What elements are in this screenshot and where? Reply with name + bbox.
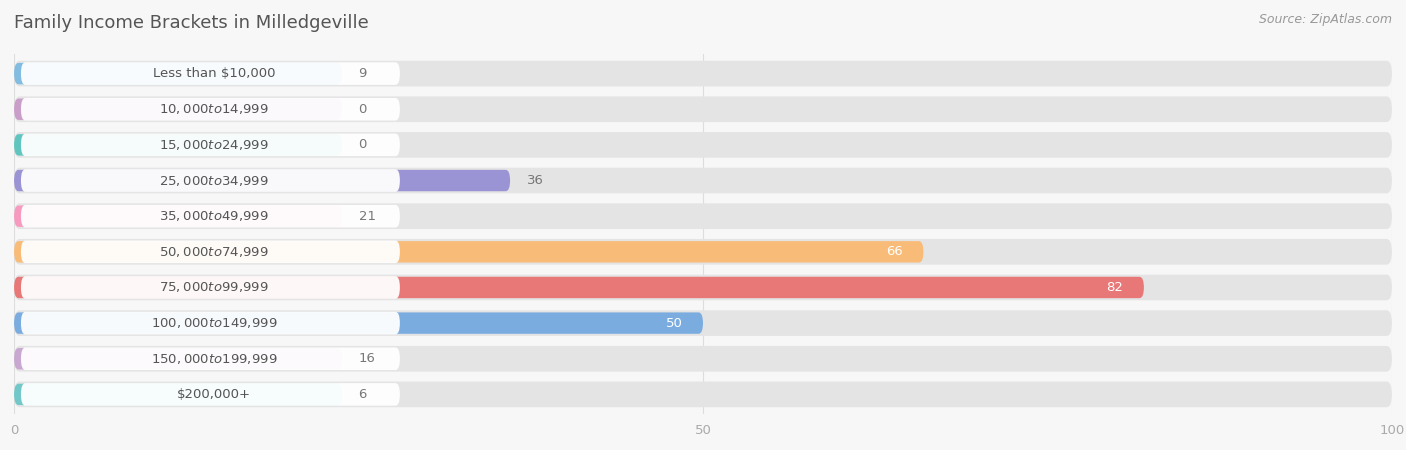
FancyBboxPatch shape [14,277,1144,298]
FancyBboxPatch shape [21,62,399,85]
FancyBboxPatch shape [14,384,342,405]
Text: 16: 16 [359,352,375,365]
FancyBboxPatch shape [14,274,1392,300]
Text: Source: ZipAtlas.com: Source: ZipAtlas.com [1258,14,1392,27]
FancyBboxPatch shape [14,170,510,191]
FancyBboxPatch shape [14,132,1392,158]
Text: 66: 66 [886,245,903,258]
Text: 9: 9 [359,67,367,80]
FancyBboxPatch shape [14,61,1392,86]
FancyBboxPatch shape [14,99,342,120]
FancyBboxPatch shape [14,310,1392,336]
FancyBboxPatch shape [21,276,399,299]
FancyBboxPatch shape [21,134,399,156]
FancyBboxPatch shape [14,168,1392,194]
Text: 21: 21 [359,210,375,223]
FancyBboxPatch shape [21,241,399,263]
FancyBboxPatch shape [21,98,399,121]
FancyBboxPatch shape [21,383,399,406]
Text: $25,000 to $34,999: $25,000 to $34,999 [159,174,269,188]
FancyBboxPatch shape [21,312,399,334]
Text: $15,000 to $24,999: $15,000 to $24,999 [159,138,269,152]
Text: 50: 50 [665,317,682,329]
Text: Family Income Brackets in Milledgeville: Family Income Brackets in Milledgeville [14,14,368,32]
Text: $50,000 to $74,999: $50,000 to $74,999 [159,245,269,259]
FancyBboxPatch shape [14,96,1392,122]
Text: $35,000 to $49,999: $35,000 to $49,999 [159,209,269,223]
Text: 82: 82 [1107,281,1123,294]
FancyBboxPatch shape [14,382,1392,407]
FancyBboxPatch shape [14,348,342,369]
FancyBboxPatch shape [14,206,342,227]
FancyBboxPatch shape [14,312,703,334]
Text: $75,000 to $99,999: $75,000 to $99,999 [159,280,269,294]
FancyBboxPatch shape [14,203,1392,229]
FancyBboxPatch shape [14,241,924,262]
Text: $100,000 to $149,999: $100,000 to $149,999 [150,316,277,330]
FancyBboxPatch shape [14,134,342,156]
Text: 0: 0 [359,139,367,151]
Text: $200,000+: $200,000+ [177,388,250,401]
Text: 36: 36 [527,174,544,187]
FancyBboxPatch shape [14,239,1392,265]
FancyBboxPatch shape [21,205,399,227]
Text: $150,000 to $199,999: $150,000 to $199,999 [150,352,277,366]
FancyBboxPatch shape [21,347,399,370]
Text: Less than $10,000: Less than $10,000 [153,67,276,80]
FancyBboxPatch shape [21,169,399,192]
Text: 0: 0 [359,103,367,116]
FancyBboxPatch shape [14,63,342,84]
FancyBboxPatch shape [14,346,1392,372]
Text: $10,000 to $14,999: $10,000 to $14,999 [159,102,269,116]
Text: 6: 6 [359,388,367,401]
